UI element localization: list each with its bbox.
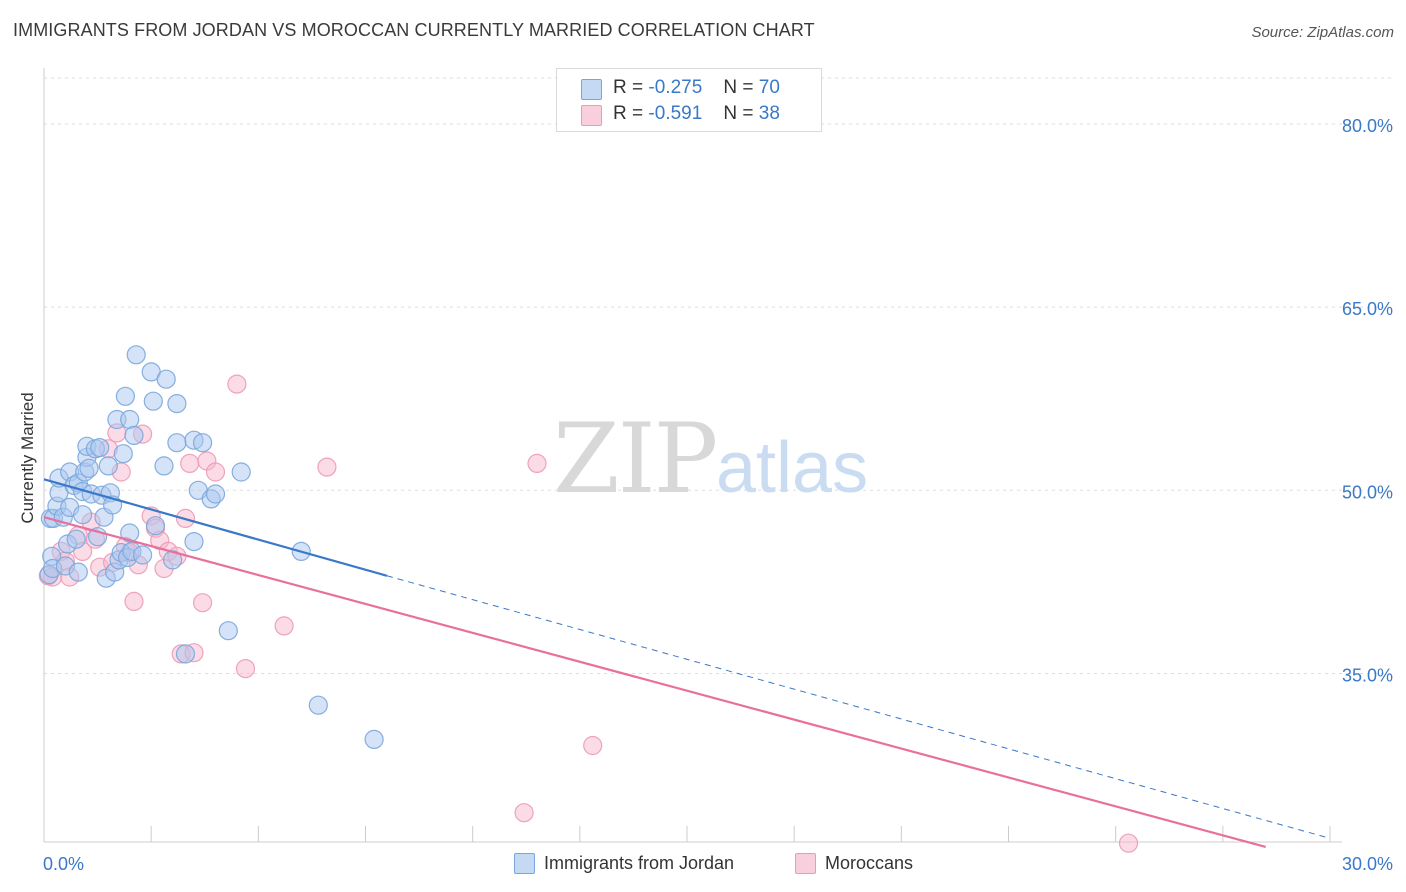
jordan-point bbox=[167, 394, 187, 414]
jordan-point bbox=[231, 462, 251, 482]
legend-n-value-moroccans: 38 bbox=[758, 103, 780, 124]
jordan-point bbox=[90, 438, 110, 458]
jordan-point bbox=[120, 523, 140, 543]
jordan-point bbox=[167, 433, 187, 453]
legend-r-value-jordan: -0.275 bbox=[648, 77, 703, 98]
legend-text-jordan: R = -0.275 N = 70 bbox=[613, 77, 780, 99]
x-tick-label-start: 0.0% bbox=[43, 854, 84, 874]
legend-n-label: N = bbox=[723, 103, 754, 124]
trend-extension-jordan bbox=[386, 575, 1331, 839]
moroccan-point bbox=[317, 457, 337, 477]
jordan-point bbox=[115, 386, 136, 406]
legend-swatch-jordan bbox=[581, 79, 602, 100]
jordan-point bbox=[218, 621, 238, 641]
y-tick-label: 35.0% bbox=[1342, 665, 1393, 685]
y-tick-label: 50.0% bbox=[1342, 482, 1393, 502]
tick-layer: 35.0% 50.0% 65.0% 80.0% 0.0% 30.0% bbox=[43, 116, 1393, 874]
jordan-point bbox=[79, 458, 99, 478]
jordan-point bbox=[184, 531, 204, 552]
moroccan-point bbox=[527, 453, 547, 473]
trend-line-jordan bbox=[43, 478, 388, 577]
bottom-legend-label-jordan: Immigrants from Jordan bbox=[544, 853, 735, 873]
moroccan-point bbox=[235, 658, 256, 679]
jordan-point bbox=[133, 545, 153, 565]
moroccan-point bbox=[205, 462, 226, 482]
x-tick-label-end: 30.0% bbox=[1342, 854, 1393, 874]
jordan-point bbox=[308, 695, 328, 715]
legend-r-label: R = bbox=[613, 77, 644, 98]
moroccan-point bbox=[124, 591, 144, 612]
jordan-point bbox=[156, 369, 176, 389]
trend-layer bbox=[43, 478, 1331, 848]
jordan-point bbox=[205, 484, 226, 504]
watermark: ZIP atlas bbox=[553, 403, 868, 515]
y-tick-label: 65.0% bbox=[1342, 299, 1393, 319]
jordan-point bbox=[124, 425, 144, 445]
series-jordan-points bbox=[39, 345, 384, 750]
moroccan-point bbox=[514, 803, 534, 823]
bottom-legend-swatch-jordan bbox=[514, 853, 535, 874]
y-axis-label: Currently Married bbox=[18, 392, 37, 524]
moroccan-point bbox=[274, 616, 294, 636]
points-layer bbox=[38, 345, 1139, 853]
watermark-zip: ZIP bbox=[553, 403, 716, 515]
jordan-point bbox=[126, 345, 146, 365]
moroccan-point bbox=[180, 453, 200, 473]
correlation-legend: R = -0.275 N = 70 R = -0.591 N = 38 bbox=[556, 68, 822, 132]
bottom-legend-swatch-moroccans bbox=[795, 853, 816, 874]
legend-n-label: N = bbox=[723, 77, 754, 98]
moroccan-point bbox=[1118, 833, 1139, 853]
jordan-point bbox=[72, 505, 93, 525]
legend-swatch-moroccans bbox=[581, 105, 602, 126]
jordan-point bbox=[68, 562, 88, 582]
moroccan-point bbox=[583, 735, 603, 756]
trend-line-moroccans bbox=[43, 516, 1266, 848]
jordan-point bbox=[66, 529, 86, 549]
y-tick-label: 80.0% bbox=[1342, 116, 1393, 136]
chart-title: IMMIGRANTS FROM JORDAN VS MOROCCAN CURRE… bbox=[13, 20, 815, 40]
legend-n-value-jordan: 70 bbox=[758, 77, 780, 98]
jordan-point bbox=[193, 433, 213, 453]
grid-layer bbox=[44, 77, 1392, 674]
watermark-atlas: atlas bbox=[716, 428, 868, 508]
source-note: Source: ZipAtlas.com bbox=[1251, 24, 1394, 41]
legend-text-moroccans: R = -0.591 N = 38 bbox=[613, 103, 780, 125]
jordan-point bbox=[175, 644, 196, 664]
jordan-point bbox=[98, 456, 118, 476]
jordan-point bbox=[364, 729, 384, 750]
jordan-point bbox=[145, 516, 166, 536]
jordan-point bbox=[154, 456, 174, 476]
jordan-point bbox=[120, 409, 140, 430]
legend-r-label: R = bbox=[613, 103, 644, 124]
bottom-legend-label-moroccans: Moroccans bbox=[825, 853, 914, 873]
jordan-point bbox=[143, 391, 163, 411]
jordan-point bbox=[113, 444, 133, 464]
moroccan-point bbox=[193, 593, 213, 613]
moroccan-point bbox=[227, 374, 247, 394]
legend-r-value-moroccans: -0.591 bbox=[648, 103, 703, 124]
